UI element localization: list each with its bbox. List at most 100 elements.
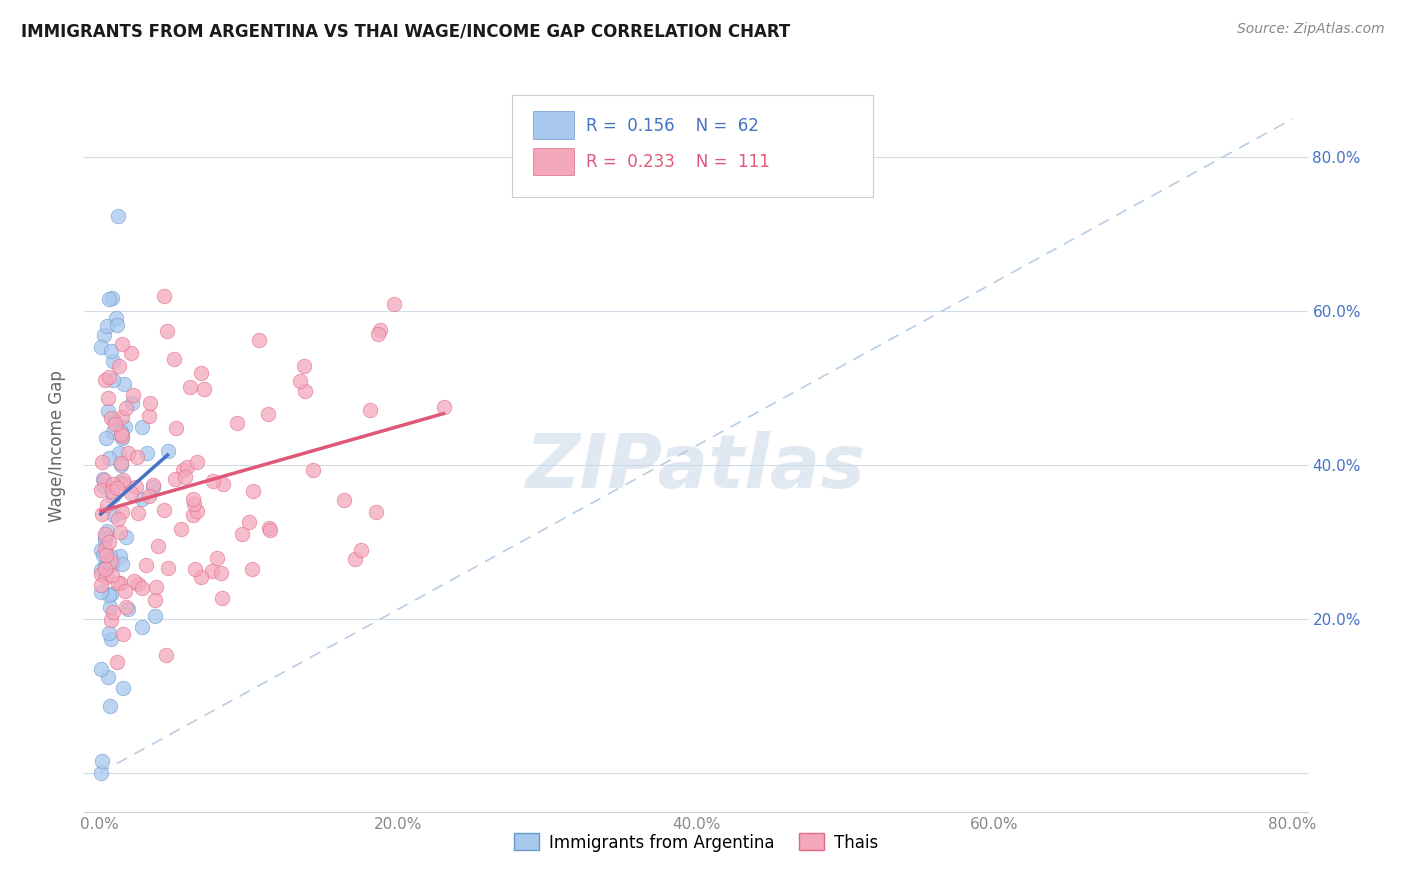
- Point: [138, 395, 160, 409]
- Point: [153, 503, 176, 517]
- Point: [101, 605, 124, 619]
- Point: [247, 333, 270, 347]
- Point: [332, 493, 354, 508]
- Point: [122, 388, 145, 402]
- Point: [155, 648, 177, 662]
- Text: IMMIGRANTS FROM ARGENTINA VS THAI WAGE/INCOME GAP CORRELATION CHART: IMMIGRANTS FROM ARGENTINA VS THAI WAGE/I…: [21, 22, 790, 40]
- Point: [114, 420, 136, 434]
- Point: [90, 567, 112, 582]
- Point: [162, 351, 184, 366]
- Point: [108, 446, 131, 460]
- Point: [115, 401, 138, 416]
- Point: [100, 613, 122, 627]
- Point: [110, 336, 132, 351]
- Point: [156, 324, 179, 338]
- Point: [108, 475, 131, 490]
- Point: [97, 626, 120, 640]
- Point: [96, 524, 118, 539]
- Point: [120, 346, 142, 360]
- Point: [90, 766, 112, 780]
- Point: [179, 380, 201, 394]
- Point: [110, 425, 132, 439]
- Point: [94, 570, 117, 584]
- Point: [97, 293, 120, 307]
- Text: Source: ZipAtlas.com: Source: ZipAtlas.com: [1237, 22, 1385, 37]
- Point: [350, 542, 373, 557]
- Point: [165, 472, 187, 486]
- Point: [111, 409, 134, 424]
- Point: [136, 446, 159, 460]
- Legend: Immigrants from Argentina, Thais: Immigrants from Argentina, Thais: [508, 827, 884, 858]
- Point: [257, 521, 280, 535]
- Point: [107, 575, 129, 590]
- Point: [94, 533, 117, 547]
- Point: [201, 564, 224, 578]
- Point: [91, 473, 114, 487]
- Point: [146, 539, 169, 553]
- Point: [124, 574, 146, 589]
- Point: [104, 310, 127, 325]
- Point: [94, 431, 117, 445]
- Point: [138, 409, 160, 423]
- Point: [101, 567, 124, 582]
- Point: [90, 563, 112, 577]
- Point: [143, 593, 166, 607]
- Point: [108, 549, 131, 563]
- Point: [127, 506, 149, 520]
- Point: [190, 570, 212, 584]
- Y-axis label: Wage/Income Gap: Wage/Income Gap: [48, 370, 66, 522]
- Point: [97, 534, 120, 549]
- Point: [112, 377, 135, 392]
- Point: [127, 577, 149, 591]
- Point: [184, 562, 207, 576]
- Point: [105, 481, 128, 495]
- Point: [117, 446, 139, 460]
- Point: [157, 561, 180, 575]
- Point: [101, 373, 124, 387]
- Point: [110, 576, 132, 591]
- Point: [93, 473, 115, 487]
- Point: [98, 451, 121, 466]
- Point: [97, 391, 120, 405]
- Point: [142, 480, 165, 494]
- Point: [101, 489, 124, 503]
- Point: [131, 420, 153, 434]
- Point: [97, 369, 120, 384]
- Point: [172, 463, 194, 477]
- Point: [364, 505, 387, 519]
- Point: [90, 585, 112, 599]
- Point: [115, 600, 138, 615]
- Point: [90, 340, 112, 354]
- Point: [108, 359, 131, 373]
- Point: [368, 323, 391, 337]
- Point: [101, 476, 124, 491]
- Point: [110, 427, 132, 442]
- Point: [201, 475, 224, 489]
- Point: [211, 591, 233, 606]
- Point: [142, 478, 165, 492]
- Point: [90, 543, 112, 558]
- Point: [98, 599, 121, 614]
- Point: [103, 413, 125, 427]
- Point: [302, 463, 325, 477]
- Point: [105, 655, 128, 669]
- Point: [93, 328, 115, 343]
- Point: [100, 410, 122, 425]
- Point: [97, 670, 120, 684]
- Point: [240, 562, 263, 576]
- Point: [90, 578, 112, 592]
- Point: [107, 512, 129, 526]
- Point: [97, 555, 120, 569]
- Point: [100, 558, 122, 573]
- Point: [138, 490, 160, 504]
- Point: [343, 551, 366, 566]
- Point: [110, 458, 132, 472]
- Point: [131, 620, 153, 634]
- Point: [174, 470, 197, 484]
- Point: [153, 289, 176, 303]
- Point: [90, 483, 112, 498]
- Text: ZIPatlas: ZIPatlas: [526, 432, 866, 505]
- Point: [98, 699, 121, 714]
- Point: [101, 483, 124, 498]
- Point: [121, 486, 143, 500]
